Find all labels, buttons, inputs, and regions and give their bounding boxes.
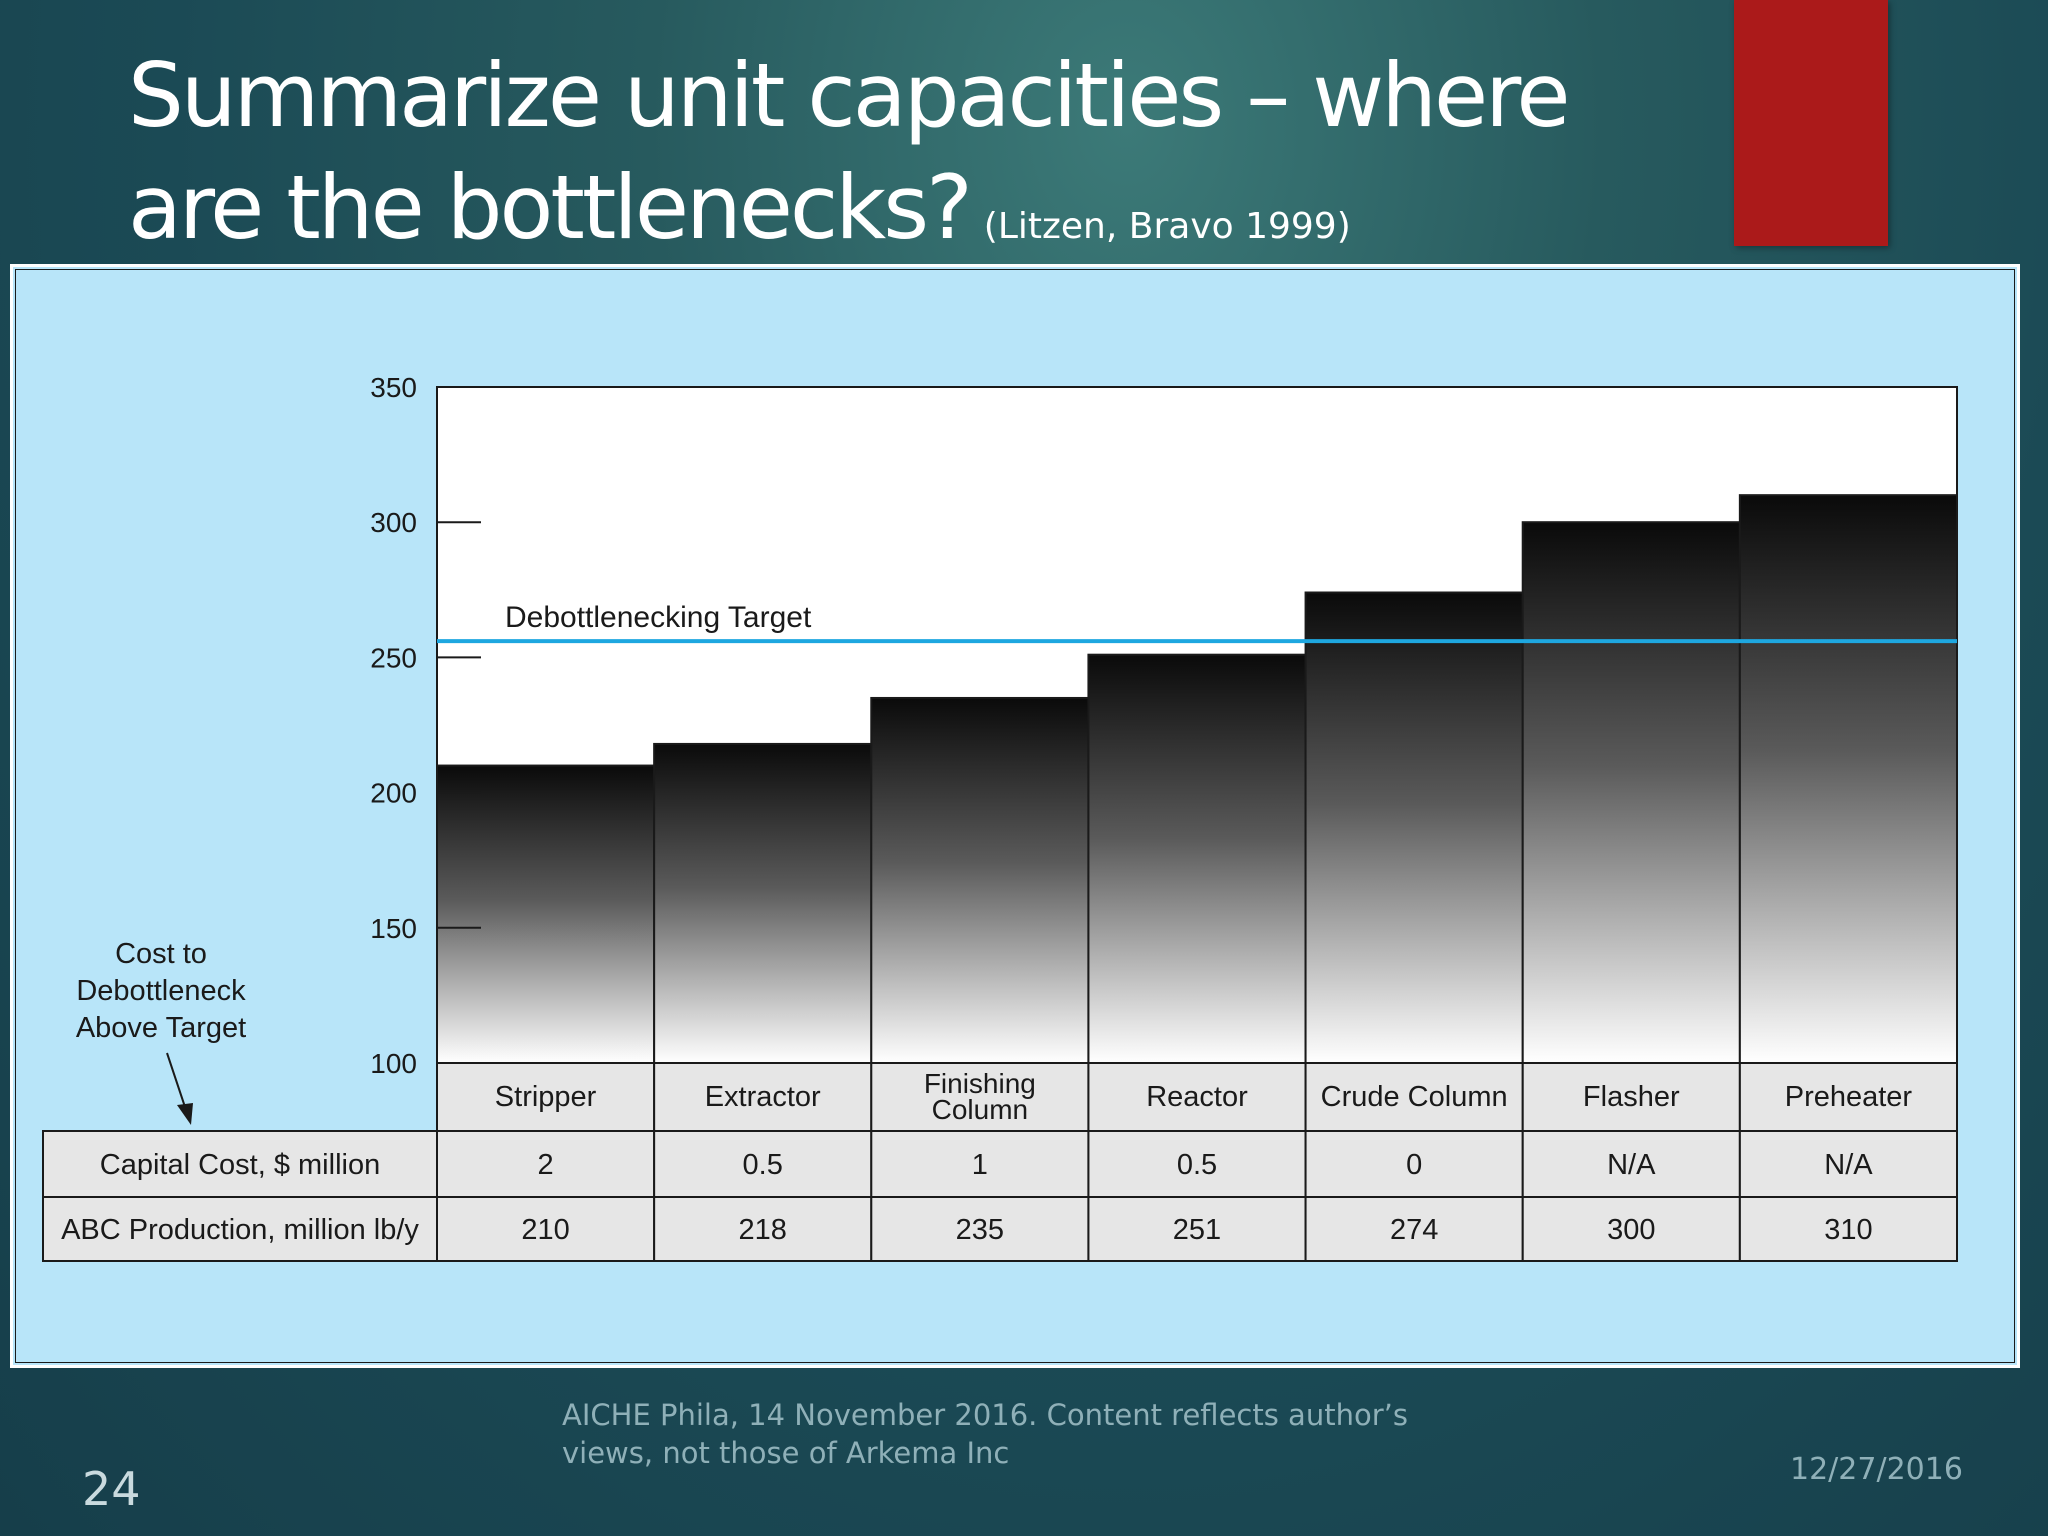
table-cell <box>1521 1130 1741 1198</box>
table-cell <box>870 1130 1090 1198</box>
bar-crude-column <box>1304 591 1524 1064</box>
footer-note: AICHE Phila, 14 November 2016. Content r… <box>562 1398 1408 1470</box>
table-cell-value: 310 <box>1824 1214 1872 1246</box>
table-header-cell <box>1738 1062 1959 1132</box>
table-header-label: Reactor <box>1146 1081 1248 1113</box>
accent-red-bar <box>1734 0 1888 246</box>
annotation-arrow-shaft <box>166 1052 186 1108</box>
table-header-label: Crude Column <box>1321 1081 1508 1113</box>
table-cell <box>653 1130 873 1198</box>
y-tick-label: 300 <box>370 507 417 538</box>
table-cell-value: 235 <box>956 1214 1004 1246</box>
annotation-arrow-head <box>177 1103 193 1125</box>
target-label: Debottlenecking Target <box>505 601 812 634</box>
slide-date: 12/27/2016 <box>1790 1452 1963 1487</box>
table-header-label: Column <box>932 1094 1028 1125</box>
y-tick-label: 150 <box>370 913 417 944</box>
table-row-label: ABC Production, million lb/y <box>61 1214 419 1246</box>
table-cell <box>1521 1196 1741 1262</box>
table-cell-value: 0 <box>1406 1149 1422 1181</box>
table-cell <box>436 1196 656 1262</box>
slide-title: Summarize unit capacities – where are th… <box>128 40 1668 283</box>
y-tick-label: 200 <box>370 778 417 809</box>
bottleneck-chart: 100 150 200 250 300 350 Debottlenecking Target… <box>42 372 1959 1262</box>
chart-panel: 100 150 200 250 300 350 Debottlenecking Target… <box>10 264 2020 1368</box>
table-cell <box>1304 1196 1524 1262</box>
annotation-line: Above Target <box>76 1012 246 1044</box>
y-tick-label: 350 <box>370 372 417 403</box>
bar-reactor <box>1087 653 1307 1064</box>
slide-number: 24 <box>82 1462 141 1516</box>
table-header-label: Preheater <box>1785 1081 1913 1113</box>
table-row-label: Capital Cost, $ million <box>100 1149 380 1181</box>
slide-title-citation: (Litzen, Bravo 1999) <box>983 206 1351 247</box>
table-cell-value: 1 <box>972 1149 988 1181</box>
table-cell-value: 210 <box>521 1214 569 1246</box>
table-cell <box>1738 1130 1959 1198</box>
bar-flasher <box>1521 521 1741 1064</box>
table-cell <box>653 1196 873 1262</box>
slide-title-main: Summarize unit capacities – where are th… <box>128 44 1570 259</box>
table-cell-value: 0.5 <box>743 1149 783 1181</box>
bar-extractor <box>653 742 873 1064</box>
table-header-cell <box>1521 1062 1741 1132</box>
annotation-line: Debottleneck <box>76 975 246 1007</box>
table-header-cell <box>1304 1062 1524 1132</box>
table-cell-value: 2 <box>538 1149 554 1181</box>
table-cell-value: 251 <box>1173 1214 1221 1246</box>
table-cell <box>870 1196 1090 1262</box>
table-cell-value: 0.5 <box>1177 1149 1217 1181</box>
table-header-label: Finishing <box>924 1068 1036 1099</box>
table-cell <box>1738 1196 1959 1262</box>
table-cell-value: N/A <box>1607 1149 1656 1181</box>
table-row-label-cell <box>42 1196 438 1262</box>
table-header-label: Stripper <box>495 1081 597 1113</box>
bar-preheater <box>1738 494 1959 1065</box>
table-header-label: Extractor <box>705 1081 821 1113</box>
annotation-line: Cost to <box>115 938 207 970</box>
table-cell-value: 218 <box>739 1214 787 1246</box>
table-header-label: Flasher <box>1583 1081 1680 1113</box>
y-tick-label: 100 <box>370 1048 417 1079</box>
table-cell <box>1304 1130 1524 1198</box>
table-header-cell <box>653 1062 873 1132</box>
bar-finishing-column <box>870 696 1090 1064</box>
table-cell-value: 274 <box>1390 1214 1438 1246</box>
table-cell-value: N/A <box>1824 1149 1873 1181</box>
table-cell-value: 300 <box>1607 1214 1655 1246</box>
y-tick-label: 250 <box>370 642 417 673</box>
bar-stripper <box>436 764 656 1064</box>
